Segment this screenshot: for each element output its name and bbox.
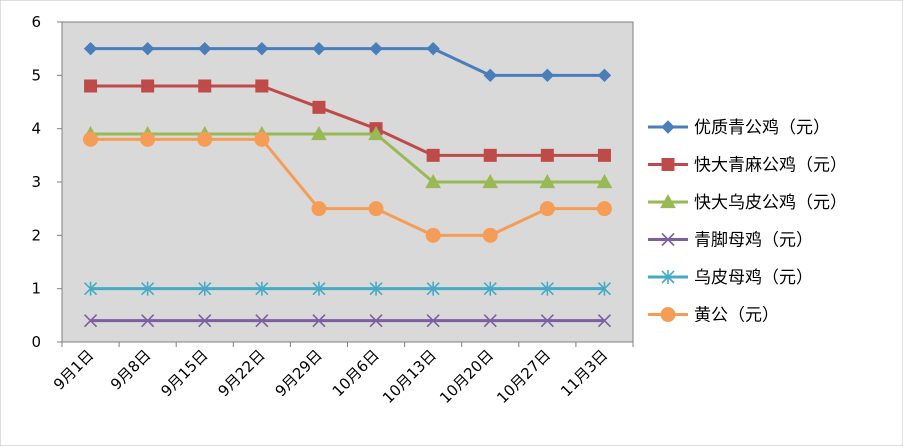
data-point — [84, 79, 98, 93]
data-point — [198, 41, 212, 56]
legend-label: 快大乌皮公鸡（元） — [694, 193, 847, 213]
data-point — [140, 131, 156, 147]
data-point — [482, 227, 498, 243]
data-point — [597, 148, 611, 162]
series-4 — [83, 314, 612, 328]
data-point — [311, 125, 327, 141]
data-point — [426, 148, 440, 162]
data-point — [426, 281, 440, 296]
data-point — [198, 281, 212, 296]
data-point — [312, 281, 326, 296]
data-point — [483, 314, 497, 328]
y-tick-label: 1 — [31, 280, 41, 298]
legend-item: 黄公（元） — [648, 306, 779, 326]
data-point — [255, 281, 269, 296]
series-6 — [83, 131, 612, 243]
data-point — [597, 281, 612, 296]
data-point — [140, 41, 155, 56]
data-point — [540, 314, 554, 328]
data-point — [483, 281, 497, 296]
data-point — [312, 100, 326, 114]
legend-item: 优质青公鸡（元） — [648, 118, 830, 138]
legend-marker — [660, 307, 676, 322]
data-point — [254, 131, 270, 147]
data-point — [198, 314, 212, 328]
series-line — [90, 137, 605, 237]
legend-label: 优质青公鸡（元） — [694, 118, 830, 138]
data-point — [369, 41, 383, 56]
legend-item: 快大乌皮公鸡（元） — [648, 193, 847, 213]
data-point — [83, 281, 98, 296]
data-point — [311, 201, 327, 217]
legend-item: 快大青麻公鸡（元） — [648, 156, 847, 176]
legend-marker — [661, 232, 675, 247]
data-point — [540, 68, 555, 83]
data-point — [540, 148, 554, 162]
data-point — [255, 314, 269, 328]
y-tick-label: 2 — [31, 226, 41, 244]
legend-item: 乌皮母鸡（元） — [648, 268, 813, 288]
data-point — [596, 201, 612, 217]
data-point — [426, 314, 440, 328]
data-point — [83, 314, 98, 328]
y-tick-label: 3 — [31, 173, 41, 191]
legend-marker — [661, 270, 675, 284]
y-tick-label: 6 — [31, 13, 41, 31]
legend-marker — [660, 193, 676, 209]
y-tick-label: 0 — [31, 333, 41, 351]
series-5 — [83, 281, 612, 296]
data-point — [426, 41, 440, 56]
data-point — [83, 41, 98, 56]
data-point — [482, 173, 499, 189]
data-point — [597, 314, 612, 328]
legend-label: 青脚母鸡（元） — [694, 231, 813, 251]
data-point — [141, 281, 155, 296]
data-point — [197, 131, 213, 147]
data-point — [596, 173, 613, 189]
legend-marker — [661, 120, 675, 134]
data-point — [597, 68, 612, 83]
legend-marker — [661, 158, 675, 171]
y-tick-label: 4 — [31, 120, 41, 138]
series-line — [90, 84, 605, 157]
legend: 优质青公鸡（元） 快大青麻公鸡（元） 快大乌皮公鸡（元） 青脚母鸡（元） 乌皮母鸡（元）… — [648, 118, 847, 326]
data-point — [539, 201, 555, 217]
data-point — [83, 131, 99, 147]
legend-label: 黄公（元） — [694, 306, 779, 326]
series-layer — [82, 41, 613, 328]
data-point — [483, 148, 497, 162]
data-point — [368, 125, 384, 141]
data-point — [425, 173, 441, 189]
data-point — [141, 79, 155, 93]
series-1 — [83, 41, 612, 83]
data-point — [141, 314, 155, 328]
data-point — [369, 314, 383, 328]
data-point — [312, 314, 326, 328]
series-line — [90, 132, 605, 184]
legend-label: 快大青麻公鸡（元） — [694, 156, 847, 176]
data-point — [539, 173, 556, 189]
legend-label: 乌皮母鸡（元） — [694, 268, 813, 288]
legend-item: 青脚母鸡（元） — [648, 231, 813, 251]
data-point — [483, 68, 497, 83]
data-point — [198, 79, 212, 93]
data-point — [368, 201, 384, 217]
data-point — [540, 281, 554, 296]
y-tick-label: 5 — [31, 66, 41, 84]
data-point — [425, 227, 441, 243]
data-point — [312, 41, 326, 56]
data-point — [255, 41, 269, 56]
series-line — [90, 47, 605, 77]
data-point — [369, 281, 383, 296]
data-point — [255, 79, 269, 93]
